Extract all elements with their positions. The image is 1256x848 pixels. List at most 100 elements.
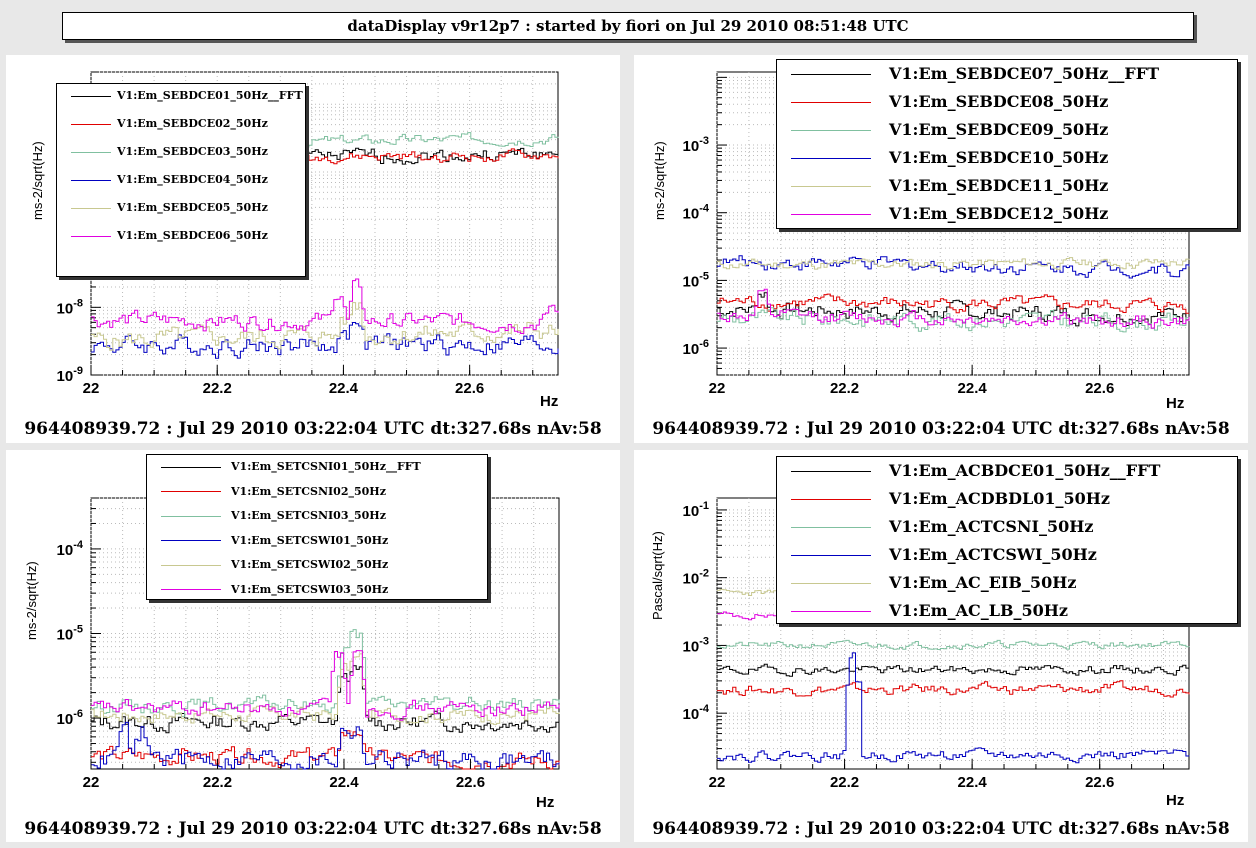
x-tick-label: 22.4 <box>958 774 988 791</box>
legend-swatch <box>161 491 221 493</box>
legend-swatch <box>791 610 871 612</box>
legend-label: V1:Em_SETCSNI03_50Hz <box>231 509 386 523</box>
legend: V1:Em_SEBDCE01_50Hz__FFT V1:Em_SEBDCE02_5… <box>56 83 306 277</box>
legend-entry: V1:Em_SEBDCE03_50Hz <box>57 144 305 159</box>
legend-swatch <box>791 498 871 500</box>
series-line-3 <box>717 307 1190 333</box>
legend-swatch <box>791 157 871 159</box>
x-tick-label: 22.2 <box>830 774 859 791</box>
legend-label: V1:Em_SETCSNI01_50Hz__FFT <box>231 460 421 474</box>
plot-pad-bottom-left: 22 22.2 22.4 22.6 10-6 10-5 10-4 ms-2/sqrt(Hz)… <box>6 450 620 842</box>
legend-swatch <box>161 540 221 542</box>
y-tick-label: 10-4 <box>683 703 710 723</box>
legend-label: V1:Em_SEBDCE05_50Hz <box>117 201 268 215</box>
legend-label: V1:Em_ACTCSWI_50Hz <box>889 544 1097 564</box>
y-axis-label: ms-2/sqrt(Hz) <box>652 141 667 220</box>
legend-entry: V1:Em_SETCSWI01_50Hz <box>147 533 487 548</box>
x-axis-label: Hz <box>1166 395 1185 412</box>
series-line-1 <box>717 663 1190 677</box>
x-tick-label: 22.6 <box>1085 774 1114 791</box>
plot-footer: 964408939.72 : Jul 29 2010 03:22:04 UTC … <box>652 819 1230 839</box>
legend-label: V1:Em_SETCSWI01_50Hz <box>231 533 389 547</box>
legend-swatch <box>71 151 111 153</box>
legend-label: V1:Em_SEBDCE07_50Hz__FFT <box>889 63 1160 83</box>
x-tick-label: 22.6 <box>1085 380 1114 397</box>
legend-entry: V1:Em_SETCSNI01_50Hz__FFT <box>147 459 487 474</box>
x-tick-label: 22.4 <box>329 774 359 791</box>
series-line-2 <box>717 680 1190 698</box>
legend-swatch <box>161 466 221 468</box>
x-tick-label: 22.6 <box>456 774 485 791</box>
legend-label: V1:Em_SEBDCE03_50Hz <box>117 145 268 159</box>
legend-entry: V1:Em_SEBDCE08_50Hz <box>777 91 1237 113</box>
plot-footer: 964408939.72 : Jul 29 2010 03:22:04 UTC … <box>24 819 602 839</box>
x-tick-label: 22.6 <box>455 380 484 397</box>
x-tick-label: 22.4 <box>329 380 359 397</box>
legend-swatch <box>71 123 111 125</box>
legend-swatch <box>791 526 871 528</box>
x-axis-label: Hz <box>1166 792 1185 809</box>
legend-entry: V1:Em_SEBDCE11_50Hz <box>777 175 1237 197</box>
series-line-4 <box>717 255 1190 279</box>
y-tick-label: 10-5 <box>683 270 709 290</box>
legend-entry: V1:Em_ACTCSWI_50Hz <box>777 544 1237 566</box>
plot-pad-top-right: 22 22.2 22.4 22.6 10-6 10-5 10-4 10-3 ms-2/sqrt… <box>634 55 1248 443</box>
legend-entry: V1:Em_SEBDCE10_50Hz <box>777 147 1237 169</box>
y-tick-label: 10-2 <box>683 568 709 588</box>
series-line-6 <box>717 288 1190 329</box>
legend-label: V1:Em_SEBDCE10_50Hz <box>889 147 1109 167</box>
x-tick-label: 22.2 <box>203 774 232 791</box>
series-line-5 <box>91 653 560 725</box>
series-line-5 <box>91 302 559 351</box>
legend-entry: V1:Em_SEBDCE05_50Hz <box>57 200 305 215</box>
legend: V1:Em_ACBDCE01_50Hz__FFT V1:Em_ACDBDL01_5… <box>776 456 1238 624</box>
x-tick-label: 22 <box>709 380 726 397</box>
legend-entry: V1:Em_AC_LB_50Hz <box>777 600 1237 622</box>
legend-swatch <box>791 470 871 472</box>
y-tick-label: 10-6 <box>57 708 83 728</box>
legend-entry: V1:Em_SETCSNI03_50Hz <box>147 508 487 523</box>
legend-swatch <box>791 554 871 556</box>
x-tick-label: 22 <box>709 774 726 791</box>
series-line-3 <box>717 639 1190 650</box>
x-axis-label: Hz <box>536 794 555 811</box>
legend-entry: V1:Em_SETCSWI02_50Hz <box>147 557 487 572</box>
x-tick-label: 22 <box>83 774 100 791</box>
legend-label: V1:Em_SEBDCE06_50Hz <box>117 229 268 243</box>
y-tick-label: 10-3 <box>683 635 709 655</box>
series-line-2 <box>717 293 1190 314</box>
legend-entry: V1:Em_SETCSWI03_50Hz <box>147 582 487 597</box>
y-tick-label: 10-1 <box>683 500 709 520</box>
y-axis-label: ms-2/sqrt(Hz) <box>30 141 45 220</box>
series-line-4 <box>717 652 1190 764</box>
legend-entry: V1:Em_SEBDCE02_50Hz <box>57 116 305 131</box>
legend-swatch <box>161 515 221 517</box>
legend-label: V1:Em_SEBDCE01_50Hz__FFT <box>117 89 303 103</box>
plot-footer: 964408939.72 : Jul 29 2010 03:22:04 UTC … <box>652 419 1230 439</box>
series-line-4 <box>91 322 559 359</box>
legend-swatch <box>71 95 111 97</box>
series-line-4 <box>91 721 560 770</box>
legend-swatch <box>791 73 871 75</box>
series-line-6 <box>91 650 560 721</box>
y-axis-label: ms-2/sqrt(Hz) <box>24 561 39 640</box>
legend-entry: V1:Em_SEBDCE09_50Hz <box>777 119 1237 141</box>
legend-swatch <box>791 129 871 131</box>
y-axis-label: Pascal/sqrt(Hz) <box>650 531 665 620</box>
series-line-1 <box>91 665 560 734</box>
legend-swatch <box>791 582 871 584</box>
legend-entry: V1:Em_ACTCSNI_50Hz <box>777 516 1237 538</box>
legend-entry: V1:Em_ACDBDL01_50Hz <box>777 488 1237 510</box>
legend-swatch <box>791 185 871 187</box>
legend-label: V1:Em_SEBDCE12_50Hz <box>889 203 1109 223</box>
legend: V1:Em_SEBDCE07_50Hz__FFT V1:Em_SEBDCE08_5… <box>776 59 1238 229</box>
y-tick-label: 10-9 <box>57 365 83 385</box>
legend-label: V1:Em_AC_EIB_50Hz <box>889 572 1077 592</box>
series-line-6 <box>91 278 559 334</box>
legend-label: V1:Em_SETCSWI02_50Hz <box>231 558 389 572</box>
window-title: dataDisplay v9r12p7 : started by fiori o… <box>62 12 1194 40</box>
legend-entry: V1:Em_SETCSNI02_50Hz <box>147 484 487 499</box>
legend-label: V1:Em_SETCSNI02_50Hz <box>231 484 386 498</box>
series-line-5 <box>717 257 1190 270</box>
